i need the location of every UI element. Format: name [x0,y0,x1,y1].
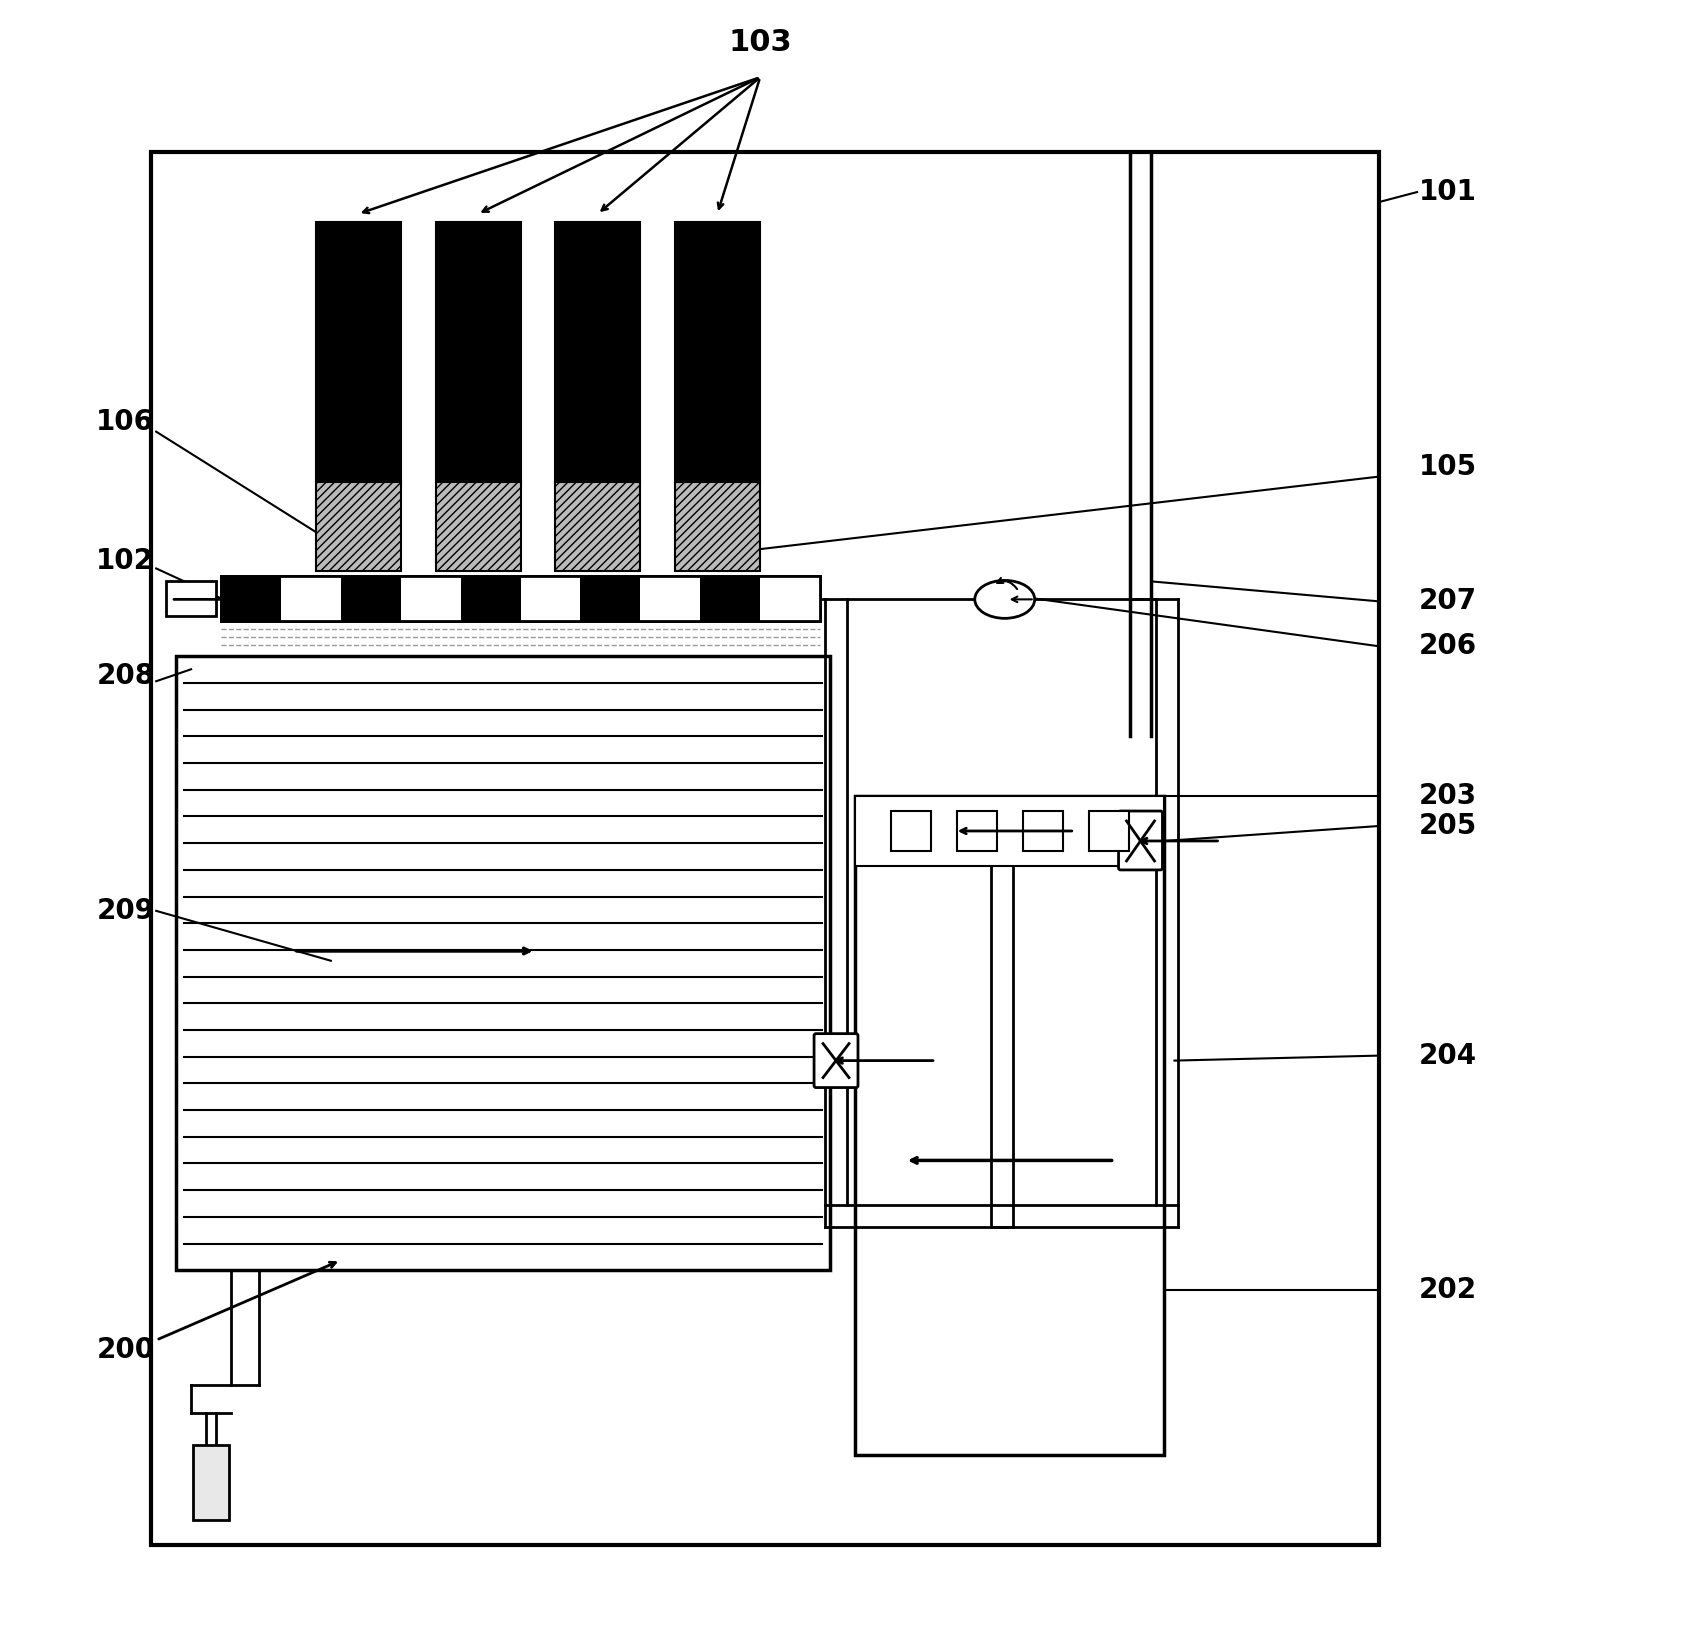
Bar [675,222,760,481]
Bar [282,576,341,622]
Bar [341,576,400,622]
Bar [166,581,215,617]
Bar [556,222,641,481]
Bar [580,576,641,622]
Text: 101: 101 [1420,179,1477,207]
Bar [675,481,760,571]
Text: 103: 103 [728,28,792,57]
Bar [1023,811,1063,852]
Bar [436,222,521,481]
Bar [855,796,1165,1456]
Bar [176,656,829,1270]
Bar [890,811,931,852]
FancyBboxPatch shape [814,1034,858,1088]
Text: 105: 105 [1420,453,1477,481]
Bar [461,576,521,622]
Text: 202: 202 [1420,1277,1477,1305]
Bar [436,481,521,571]
Bar [193,1446,229,1520]
Text: 204: 204 [1420,1042,1477,1070]
Bar [957,811,997,852]
Text: 106: 106 [97,407,154,435]
Text: 203: 203 [1420,783,1477,811]
Bar [220,576,821,622]
FancyBboxPatch shape [1119,811,1162,870]
Text: 205: 205 [1420,812,1477,840]
Bar [700,576,760,622]
Bar [760,576,821,622]
Text: 102: 102 [97,548,154,576]
Text: 200: 200 [97,1336,154,1364]
Text: 208: 208 [97,663,154,691]
Text: 209: 209 [97,898,154,926]
Bar [400,576,461,622]
Bar [556,481,641,571]
Bar [1089,811,1128,852]
Bar [315,481,400,571]
Ellipse shape [975,581,1035,619]
Bar [220,576,821,622]
Text: 207: 207 [1420,587,1477,615]
Bar [315,222,400,481]
Bar [855,796,1165,866]
Text: 206: 206 [1420,632,1477,660]
Bar [220,576,282,622]
Bar [151,153,1379,1544]
Bar [641,576,700,622]
Bar [521,576,580,622]
